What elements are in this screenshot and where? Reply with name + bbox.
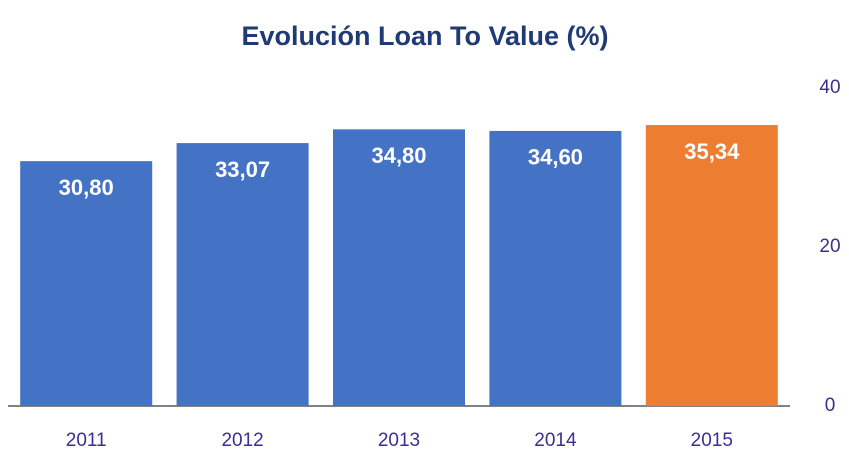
bar [20,161,153,406]
bar [645,125,778,406]
data-label: 30,80 [59,175,114,200]
y-tick-label: 20 [819,236,840,257]
x-tick-label: 2012 [221,430,263,451]
y-tick-label: 40 [819,77,840,98]
x-tick-label: 2013 [378,430,420,451]
x-tick-label: 2014 [534,430,577,451]
data-label: 33,07 [215,157,270,182]
data-label: 34,80 [371,143,426,168]
bar [489,130,622,406]
data-label: 35,34 [684,139,740,164]
x-tick-label: 2011 [66,430,107,451]
y-tick-label: 0 [825,395,836,416]
bar [176,143,309,406]
data-label: 34,60 [528,145,583,170]
bar [332,129,466,406]
chart-title: Evolución Loan To Value (%) [241,21,608,51]
x-tick-label: 2015 [691,430,733,451]
